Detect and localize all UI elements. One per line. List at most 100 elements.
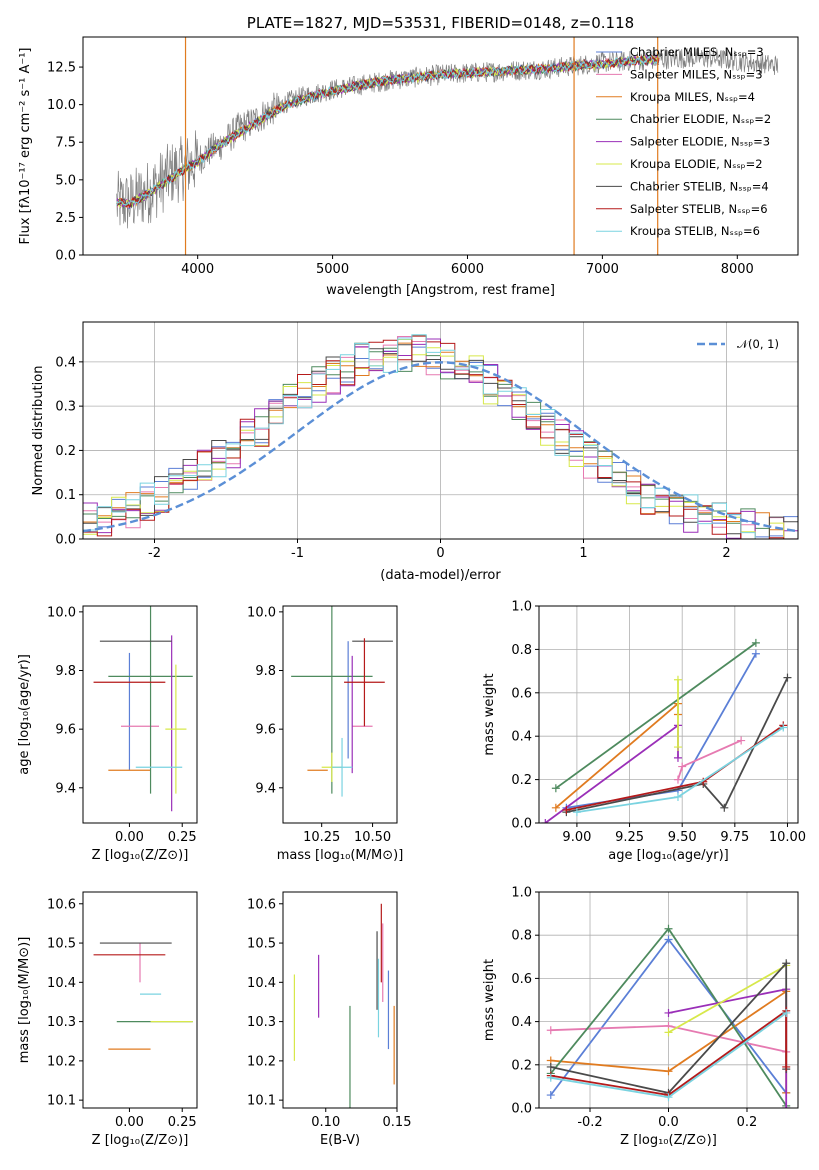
legend-label: Kroupa ELODIE, Nₛₛₚ=2 (630, 157, 763, 171)
x-tick-label: 0 (436, 546, 444, 561)
y-tick-label: 0.4 (511, 1015, 532, 1030)
legend-label: 𝒩(0, 1) (737, 337, 779, 351)
x-tick-label: -2 (148, 546, 161, 561)
x-tick-label: 10.50 (354, 830, 391, 845)
y-tick-label: 1.0 (511, 600, 532, 615)
legend-label: Chabrier STELIB, Nₛₛₚ=4 (630, 179, 769, 193)
x-tick-label: 9.25 (615, 830, 644, 845)
y-tick-label: 9.6 (255, 723, 276, 738)
y-tick-label: 7.5 (55, 136, 76, 151)
x-axis-label: Z [log₁₀(Z/Z⊙)] (92, 848, 189, 863)
y-tick-label: 2.5 (55, 211, 76, 226)
age_vs_Z-frame (82, 605, 198, 824)
series-marker (546, 1026, 555, 1035)
series-line (668, 964, 787, 1034)
y-axis-label: Normed distribution (31, 366, 46, 496)
legend-label: Kroupa MILES, Nₛₛₚ=4 (630, 90, 755, 104)
x-axis-label: Z [log₁₀(Z/Z⊙)] (620, 1133, 717, 1148)
series-marker (720, 803, 729, 812)
series-marker (673, 675, 682, 684)
x-tick-label: 9.50 (668, 830, 697, 845)
series-marker (664, 1093, 673, 1102)
y-tick-label: 9.8 (55, 664, 76, 679)
legend-label: Salpeter STELIB, Nₛₛₚ=6 (630, 202, 768, 216)
series-line (550, 1009, 788, 1096)
x-axis-label: age [log₁₀(age/yr)] (608, 848, 729, 863)
y-tick-label: 10.1 (247, 1094, 276, 1109)
y-tick-label: 0.0 (511, 1102, 532, 1117)
y-tick-label: 10.4 (47, 976, 76, 991)
y-axis-label: age [log₁₀(age/yr)] (17, 654, 32, 775)
y-axis-label: mass weight (482, 673, 497, 755)
y-tick-label: 10.4 (247, 976, 276, 991)
x-axis-label: mass [log₁₀(M/M⊙)] (277, 848, 404, 863)
series-marker (782, 959, 791, 968)
series-marker (664, 1067, 673, 1076)
series-marker (664, 935, 673, 944)
series-marker (562, 805, 571, 814)
model-line (116, 55, 660, 209)
spectrum-plot (116, 37, 779, 255)
x-tick-label: 10.25 (303, 830, 340, 845)
series-marker (664, 924, 673, 933)
x-tick-label: 0.15 (383, 1115, 412, 1130)
x-axis-label: Z [log₁₀(Z/Z⊙)] (92, 1133, 189, 1148)
y-axis-label: Flux [fλ10⁻¹⁷ erg cm⁻² s⁻¹ A⁻¹] (18, 48, 33, 245)
series-marker (782, 1104, 791, 1108)
x-tick-label: 0.00 (115, 1115, 144, 1130)
series-marker (779, 723, 788, 732)
legend-label: Kroupa STELIB, Nₛₛₚ=6 (630, 224, 760, 238)
x-tick-label: 0.00 (115, 830, 144, 845)
y-tick-label: 9.4 (55, 781, 76, 796)
histogram-step (83, 335, 798, 539)
y-tick-label: 5.0 (55, 173, 76, 188)
series-marker (551, 803, 560, 812)
series-marker (673, 792, 682, 801)
series-marker (664, 1008, 673, 1017)
mass_vs_ebv-frame (282, 891, 398, 1109)
x-tick-label: 9.00 (562, 830, 591, 845)
series-marker (751, 649, 760, 658)
normal-curve (83, 361, 798, 533)
x-tick-label: -1 (291, 546, 304, 561)
y-tick-label: 0.8 (511, 643, 532, 658)
x-tick-label: 0.2 (737, 1115, 758, 1130)
series-marker (673, 775, 682, 784)
series-line (555, 642, 757, 790)
x-tick-label: 7000 (586, 262, 619, 277)
x-tick-label: 9.75 (720, 830, 749, 845)
y-tick-label: 12.5 (47, 61, 76, 76)
y-tick-label: 0.0 (55, 249, 76, 264)
mass_vs_Z-frame (82, 891, 198, 1109)
series-marker (541, 819, 550, 823)
mass_weight_vs_age-plot (541, 638, 792, 823)
histogram-step (83, 334, 798, 539)
y-tick-label: 10.0 (47, 98, 76, 113)
mass_weight_vs_Z-plot (546, 924, 791, 1108)
y-tick-label: 10.0 (47, 605, 76, 620)
y-tick-label: 10.6 (47, 897, 76, 912)
series-marker (737, 736, 746, 745)
y-tick-label: 9.6 (55, 723, 76, 738)
series-marker (546, 1073, 555, 1082)
x-axis-label: (data-model)/error (380, 568, 501, 583)
series-marker (783, 673, 792, 682)
mass_vs_Z-plot (93, 942, 193, 1050)
y-tick-label: 10.3 (247, 1015, 276, 1030)
x-tick-label: 0.10 (311, 1115, 340, 1130)
y-tick-label: 10.5 (47, 937, 76, 952)
x-tick-label: 2 (722, 546, 730, 561)
series-marker (673, 753, 682, 762)
y-tick-label: 0.2 (511, 1058, 532, 1073)
x-tick-label: 0.0 (658, 1115, 679, 1130)
legend-label: Salpeter MILES, Nₛₛₚ=3 (630, 67, 763, 81)
series-marker (673, 743, 682, 752)
x-tick-label: 0.25 (168, 1115, 197, 1130)
x-tick-label: 10.00 (769, 830, 806, 845)
x-tick-label: 5000 (316, 262, 349, 277)
series-marker (572, 808, 581, 817)
mass_vs_ebv-plot (293, 903, 395, 1108)
y-tick-label: 0.8 (511, 929, 532, 944)
y-tick-label: 0.2 (511, 773, 532, 788)
